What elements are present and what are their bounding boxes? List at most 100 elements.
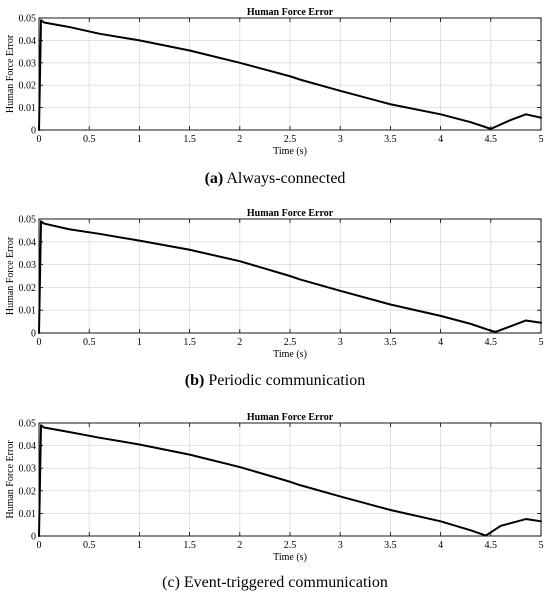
data-point xyxy=(525,518,527,520)
data-point xyxy=(299,79,301,81)
data-point xyxy=(389,509,391,511)
data-point xyxy=(40,220,42,222)
chart-title: Human Force Error xyxy=(247,7,334,18)
x-tick-label: 4 xyxy=(438,134,443,145)
y-tick-label: 0.02 xyxy=(19,81,37,92)
x-axis-label: Time (s) xyxy=(273,349,307,360)
y-tick-label: 0.01 xyxy=(19,509,37,520)
data-point xyxy=(289,75,291,77)
y-axis-label: Human Force Error xyxy=(5,440,16,519)
caption-label: (a) xyxy=(205,170,224,187)
x-tick-label: 3.5 xyxy=(384,540,397,551)
x-tick-label: 0 xyxy=(37,337,42,348)
data-point xyxy=(500,525,502,527)
data-point xyxy=(40,19,42,21)
data-point xyxy=(38,332,40,334)
chart-title: Human Force Error xyxy=(247,412,334,423)
x-tick-label: 3 xyxy=(338,134,343,145)
x-tick-label: 5 xyxy=(539,337,544,348)
x-tick-label: 2 xyxy=(237,337,242,348)
x-tick-label: 0 xyxy=(37,540,42,551)
x-axis-label: Time (s) xyxy=(273,552,307,563)
data-point xyxy=(68,228,70,230)
data-point xyxy=(510,119,512,121)
figure-caption: (c) Event-triggered communication xyxy=(162,574,388,591)
data-point xyxy=(43,21,45,24)
data-point xyxy=(299,484,301,486)
data-point xyxy=(440,113,442,115)
x-tick-label: 0.5 xyxy=(83,540,96,551)
data-point xyxy=(98,33,100,35)
chart-panel-3: 0 0.5 1 1.5 2 2.5 3 3.5 4 4.5 5 0 0.01 0.02 0.03 0.04 0.… xyxy=(5,412,544,591)
data-point xyxy=(289,275,291,277)
data-point xyxy=(470,121,472,123)
series-line xyxy=(38,19,542,131)
y-tick-label: 0.04 xyxy=(19,36,37,47)
x-tick-label: 1.5 xyxy=(183,337,196,348)
data-point xyxy=(490,128,492,130)
x-tick-label: 1.5 xyxy=(183,540,196,551)
y-tick-label: 0.03 xyxy=(19,260,37,271)
data-point xyxy=(339,90,341,92)
data-point xyxy=(540,520,542,522)
data-point xyxy=(299,278,301,281)
data-point xyxy=(98,437,100,439)
x-tick-label: 5 xyxy=(539,134,544,145)
data-point xyxy=(138,240,140,242)
y-tick-label: 0.04 xyxy=(19,441,37,452)
data-point xyxy=(389,103,391,105)
data-point xyxy=(490,330,492,332)
y-tick-label: 0.05 xyxy=(19,14,37,25)
x-tick-label: 4.5 xyxy=(485,337,498,348)
x-tick-label: 1 xyxy=(137,134,142,145)
data-point xyxy=(470,323,472,325)
figure-caption: (b) Periodic communication xyxy=(185,372,365,389)
data-point xyxy=(485,534,487,537)
data-point xyxy=(189,249,191,251)
x-tick-label: 3 xyxy=(338,337,343,348)
x-tick-label: 2.5 xyxy=(284,540,297,551)
x-tick-label: 1 xyxy=(137,540,142,551)
caption-text: Always-connected xyxy=(223,170,345,187)
figure-caption: (a) Always-connected xyxy=(205,170,346,187)
data-point xyxy=(68,431,70,433)
data-point xyxy=(98,233,100,235)
x-tick-label: 2.5 xyxy=(284,337,297,348)
data-point xyxy=(540,322,542,324)
caption-label: (c) xyxy=(162,574,180,591)
data-point xyxy=(540,117,542,119)
y-tick-label: 0.03 xyxy=(19,58,37,69)
x-tick-label: 4.5 xyxy=(485,540,498,551)
chart-panel-2: 0 0.5 1 1.5 2 2.5 3 3.5 4 4.5 5 0 0.01 0.02 0.03 0.04 0.… xyxy=(5,208,544,389)
caption-text: Event-triggered communication xyxy=(180,574,388,591)
data-point xyxy=(525,113,527,115)
y-tick-label: 0.04 xyxy=(19,237,37,248)
x-tick-label: 0.5 xyxy=(83,134,96,145)
data-point xyxy=(495,331,497,333)
y-tick-label: 0.02 xyxy=(19,283,37,294)
data-point xyxy=(189,454,191,456)
data-point xyxy=(138,443,140,446)
data-point xyxy=(440,315,442,317)
x-tick-label: 0.5 xyxy=(83,337,96,348)
caption-text: Periodic communication xyxy=(204,372,365,389)
data-point xyxy=(470,529,472,531)
x-tick-label: 5 xyxy=(539,540,544,551)
x-tick-label: 4 xyxy=(438,540,443,551)
x-tick-label: 2 xyxy=(237,540,242,551)
y-tick-label: 0.01 xyxy=(19,306,37,317)
data-point xyxy=(189,49,191,52)
caption-label: (b) xyxy=(185,372,205,389)
data-point xyxy=(38,535,40,537)
data-point xyxy=(239,260,241,262)
x-tick-label: 1 xyxy=(137,337,142,348)
data-point xyxy=(339,495,341,498)
y-axis-label: Human Force Error xyxy=(5,236,16,315)
data-point xyxy=(389,303,391,306)
y-tick-label: 0.03 xyxy=(19,464,37,475)
x-tick-label: 4 xyxy=(438,337,443,348)
chart-panel-1: 0 0.5 1 1.5 2 2.5 3 3.5 4 4.5 5 0 0.01 0.02 0.03 0.04 0.… xyxy=(5,7,544,187)
x-tick-label: 0 xyxy=(37,134,42,145)
y-tick-label: 0 xyxy=(31,126,36,137)
data-point xyxy=(289,481,291,483)
